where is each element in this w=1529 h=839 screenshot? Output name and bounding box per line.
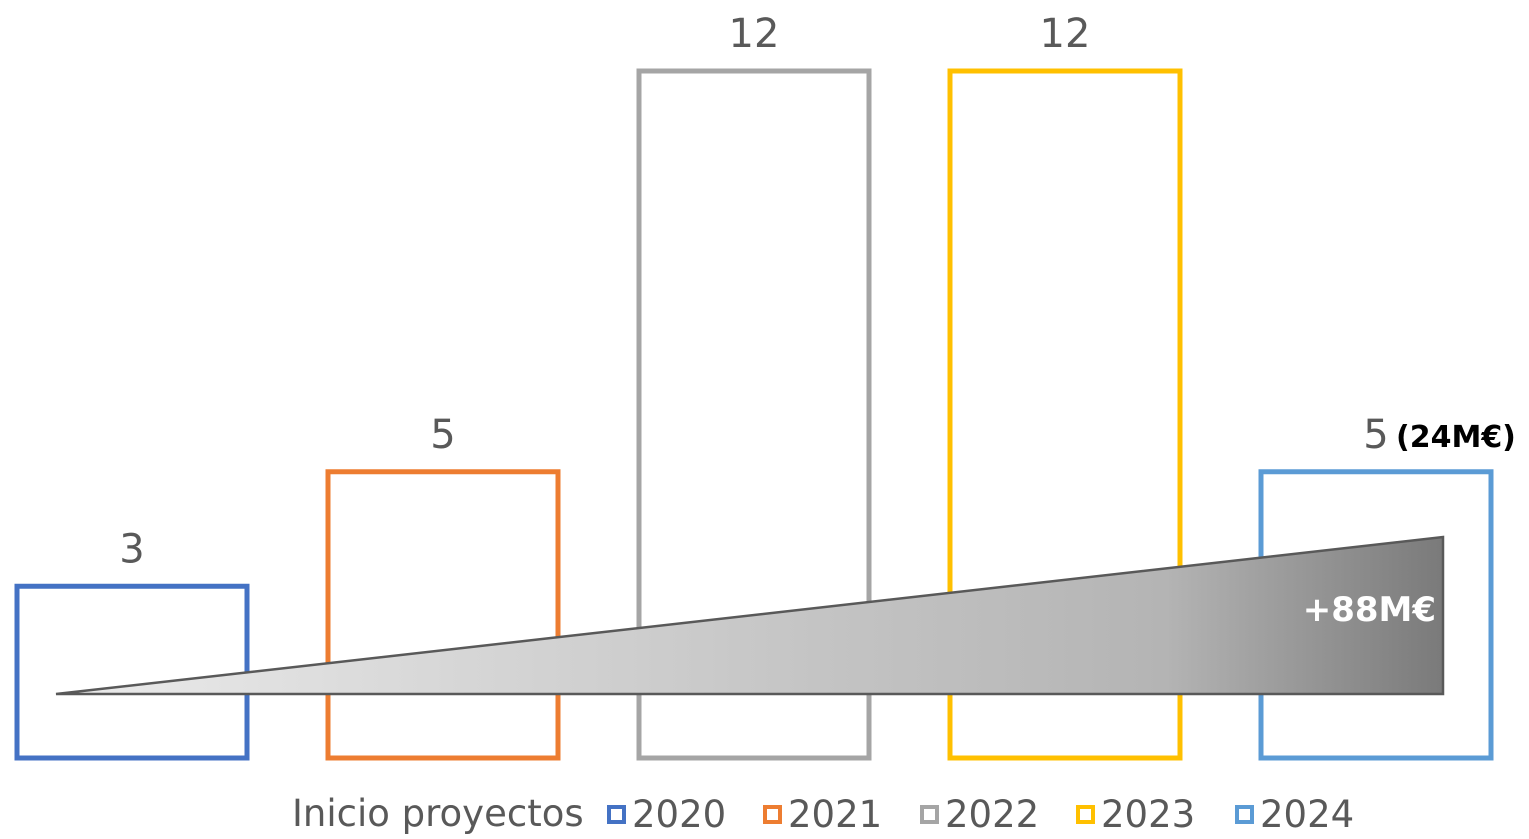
value-label-2021: 5 (430, 412, 455, 458)
bar-2023 (947, 68, 1183, 761)
legend-item-2021: 2021 (763, 792, 882, 837)
bar-2021 (325, 469, 561, 761)
legend-title: Inicio proyectos (292, 792, 584, 835)
legend-item-2022: 2022 (920, 792, 1039, 837)
legend-label-2024: 2024 (1260, 793, 1355, 836)
bar-2022 (636, 68, 872, 761)
growth-wedge (55, 535, 1445, 696)
legend-swatch-2024 (1235, 805, 1254, 824)
legend-swatch-2021 (763, 805, 782, 824)
value-label-2023: 12 (1040, 11, 1091, 57)
last-bar-extra-label: (24M€) (1396, 420, 1516, 455)
legend: Inicio proyectos 2020 2021 2022 2023 2024 (0, 790, 1529, 839)
legend-item-2023: 2023 (1076, 792, 1195, 837)
value-labels-group: 3 5 12 12 5 (119, 11, 1388, 572)
legend-label-2021: 2021 (788, 793, 883, 836)
bar-2020 (14, 583, 250, 761)
legend-label-2022: 2022 (945, 793, 1040, 836)
wedge-label: +88M€ (1303, 590, 1436, 630)
value-label-2024: 5 (1363, 412, 1388, 458)
value-label-2022: 12 (729, 11, 780, 57)
legend-item-2020: 2020 (607, 792, 726, 837)
value-label-2020: 3 (119, 526, 144, 572)
legend-label-2023: 2023 (1101, 793, 1196, 836)
legend-swatch-2023 (1076, 805, 1095, 824)
legend-label-2020: 2020 (632, 793, 727, 836)
legend-swatch-2020 (607, 805, 626, 824)
legend-swatch-2022 (920, 805, 939, 824)
legend-item-2024: 2024 (1235, 792, 1354, 837)
